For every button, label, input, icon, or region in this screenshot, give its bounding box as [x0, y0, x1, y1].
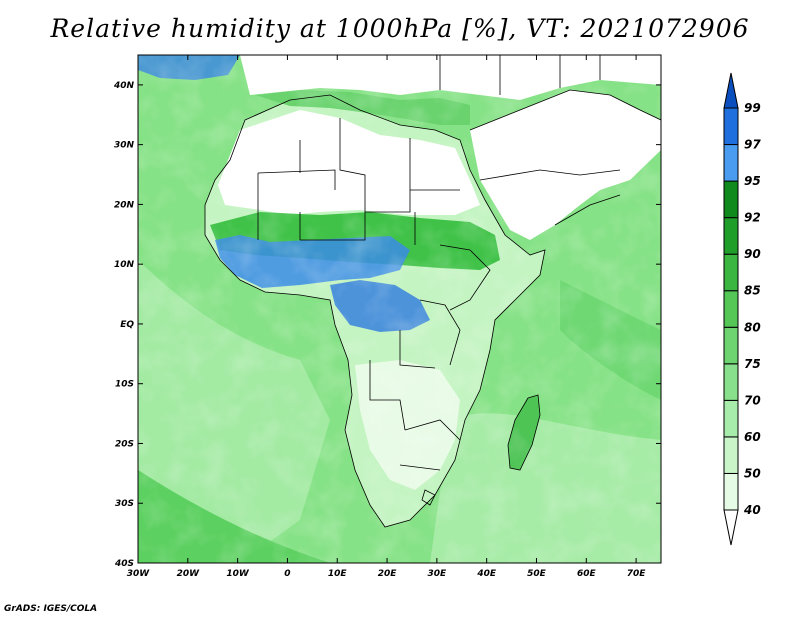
x-tick-label: 40E — [476, 569, 497, 579]
colorbar-max-arrow — [723, 72, 739, 109]
y-tick-label: 40N — [113, 81, 135, 91]
credit-text: GrADS: IGES/COLA — [4, 604, 98, 614]
colorbar-label: 97 — [744, 138, 761, 152]
x-tick-label: 70E — [627, 569, 647, 579]
x-tick-label: 0 — [284, 569, 290, 579]
map-title: Relative humidity at 1000hPa [%], VT: 20… — [50, 14, 750, 43]
colorbar-label: 92 — [744, 211, 761, 225]
colorbar-swatch — [723, 107, 739, 146]
texture-overlay — [138, 55, 661, 563]
map-frame — [137, 54, 662, 564]
x-tick-label: 20W — [177, 569, 201, 579]
colorbar-label: 99 — [744, 101, 761, 115]
y-tick-label: 20S — [115, 439, 134, 449]
x-tick-label: 10E — [328, 569, 348, 579]
x-tick-label: 50E — [527, 569, 547, 579]
colorbar-label: 40 — [743, 503, 761, 517]
country-borders — [204, 55, 661, 528]
x-tick-label: 20E — [378, 569, 398, 579]
colorbar-label: 75 — [744, 357, 761, 371]
colorbar-label: 90 — [744, 247, 761, 261]
x-tick-label: 10W — [226, 569, 250, 579]
colorbar-swatch — [723, 326, 739, 365]
colorbar-swatch — [723, 399, 739, 438]
x-tick-label: 30E — [428, 569, 448, 579]
colorbar-label: 70 — [744, 393, 761, 407]
colorbar-swatch — [723, 217, 739, 255]
colorbar-label: 60 — [744, 430, 761, 444]
y-tick-label: 30S — [115, 499, 134, 509]
colorbar-swatch — [723, 180, 739, 219]
y-tick-label: 30N — [114, 141, 135, 151]
colorbar: 40 50 60 70 75 80 85 90 92 95 97 99 — [723, 72, 761, 546]
colorbar-label: 80 — [744, 320, 761, 334]
y-tick-label: EQ — [120, 320, 134, 330]
y-tick-label: 20N — [114, 200, 135, 210]
x-tick-label: 60E — [577, 569, 597, 579]
map-axes: 30W 20W 10W 0 10E 20E 30E 40E 50E 60E 70E 40N 30N 20N… — [113, 55, 661, 579]
colorbar-swatch — [723, 472, 739, 511]
colorbar-label: 95 — [744, 174, 761, 188]
y-tick-label: 10N — [114, 260, 135, 270]
colorbar-swatch — [723, 436, 739, 474]
colorbar-min-arrow — [723, 509, 739, 546]
x-tick-label: 30W — [127, 569, 151, 579]
y-tick-label: 40S — [114, 559, 134, 569]
colorbar-label: 85 — [744, 284, 761, 298]
colorbar-swatch — [723, 253, 739, 292]
y-tick-label: 10S — [115, 380, 134, 390]
colorbar-swatch — [723, 290, 739, 328]
map-panel — [138, 55, 661, 563]
colorbar-swatch — [723, 363, 739, 401]
colorbar-label: 50 — [744, 466, 761, 480]
colorbar-swatch — [723, 144, 739, 182]
